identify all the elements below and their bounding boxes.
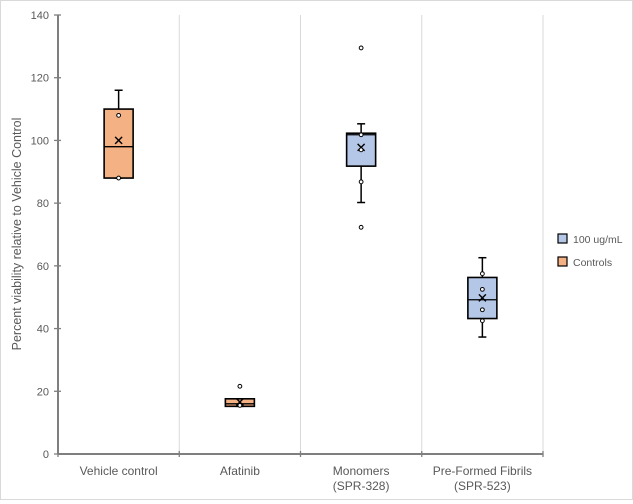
legend-item: 100 ug/mL — [557, 233, 623, 246]
data-point — [479, 271, 485, 277]
legend: 100 ug/mL Controls — [557, 233, 623, 269]
legend-swatch — [557, 256, 568, 267]
box-group — [224, 383, 256, 408]
legend-swatch — [557, 233, 568, 244]
mean-marker — [114, 136, 123, 145]
data-point — [479, 286, 485, 292]
data-point — [479, 318, 485, 324]
data-point — [479, 307, 485, 313]
data-point — [116, 175, 122, 181]
box-group — [345, 45, 377, 230]
box-group — [467, 256, 498, 338]
y-tick-label: 120 — [31, 73, 49, 85]
legend-label: 100 ug/mL — [573, 234, 623, 246]
boxes-layer — [103, 45, 498, 408]
legend-label: Controls — [573, 257, 612, 269]
y-tick-label: 60 — [37, 261, 49, 273]
y-tick-label: 140 — [31, 10, 49, 22]
y-axis-label: Percent viability relative to Vehicle Co… — [10, 118, 24, 351]
data-point — [358, 179, 364, 185]
outlier-point — [358, 224, 364, 230]
box-group — [103, 89, 134, 181]
legend-item: Controls — [557, 256, 612, 269]
category-dividers — [178, 15, 544, 454]
y-tick-label: 20 — [37, 386, 49, 398]
y-tick-label: 40 — [37, 324, 49, 336]
outlier-point — [237, 383, 243, 389]
x-tick-label: (SPR-523) — [454, 479, 511, 493]
x-tick-label: Pre-Formed Fibrils — [433, 464, 532, 478]
x-tick-label: Monomers — [333, 464, 390, 478]
data-point — [358, 132, 364, 138]
x-tick-label: Vehicle control — [80, 464, 158, 478]
axes-layer: 0 20 40 60 80 100 120 140 Vehicle control Afatini… — [31, 10, 544, 493]
y-tick-label: 0 — [43, 449, 49, 461]
box-iqr — [103, 108, 134, 179]
y-tick-label: 80 — [37, 198, 49, 210]
x-tick-label: Afatinib — [220, 464, 260, 478]
mean-marker — [235, 397, 244, 406]
y-tick-label: 100 — [31, 135, 49, 147]
data-point — [358, 147, 364, 153]
mean-marker — [478, 293, 487, 302]
outlier-point — [358, 45, 364, 51]
data-point — [237, 402, 243, 408]
x-tick-label: (SPR-328) — [333, 479, 390, 493]
data-point — [116, 112, 122, 118]
